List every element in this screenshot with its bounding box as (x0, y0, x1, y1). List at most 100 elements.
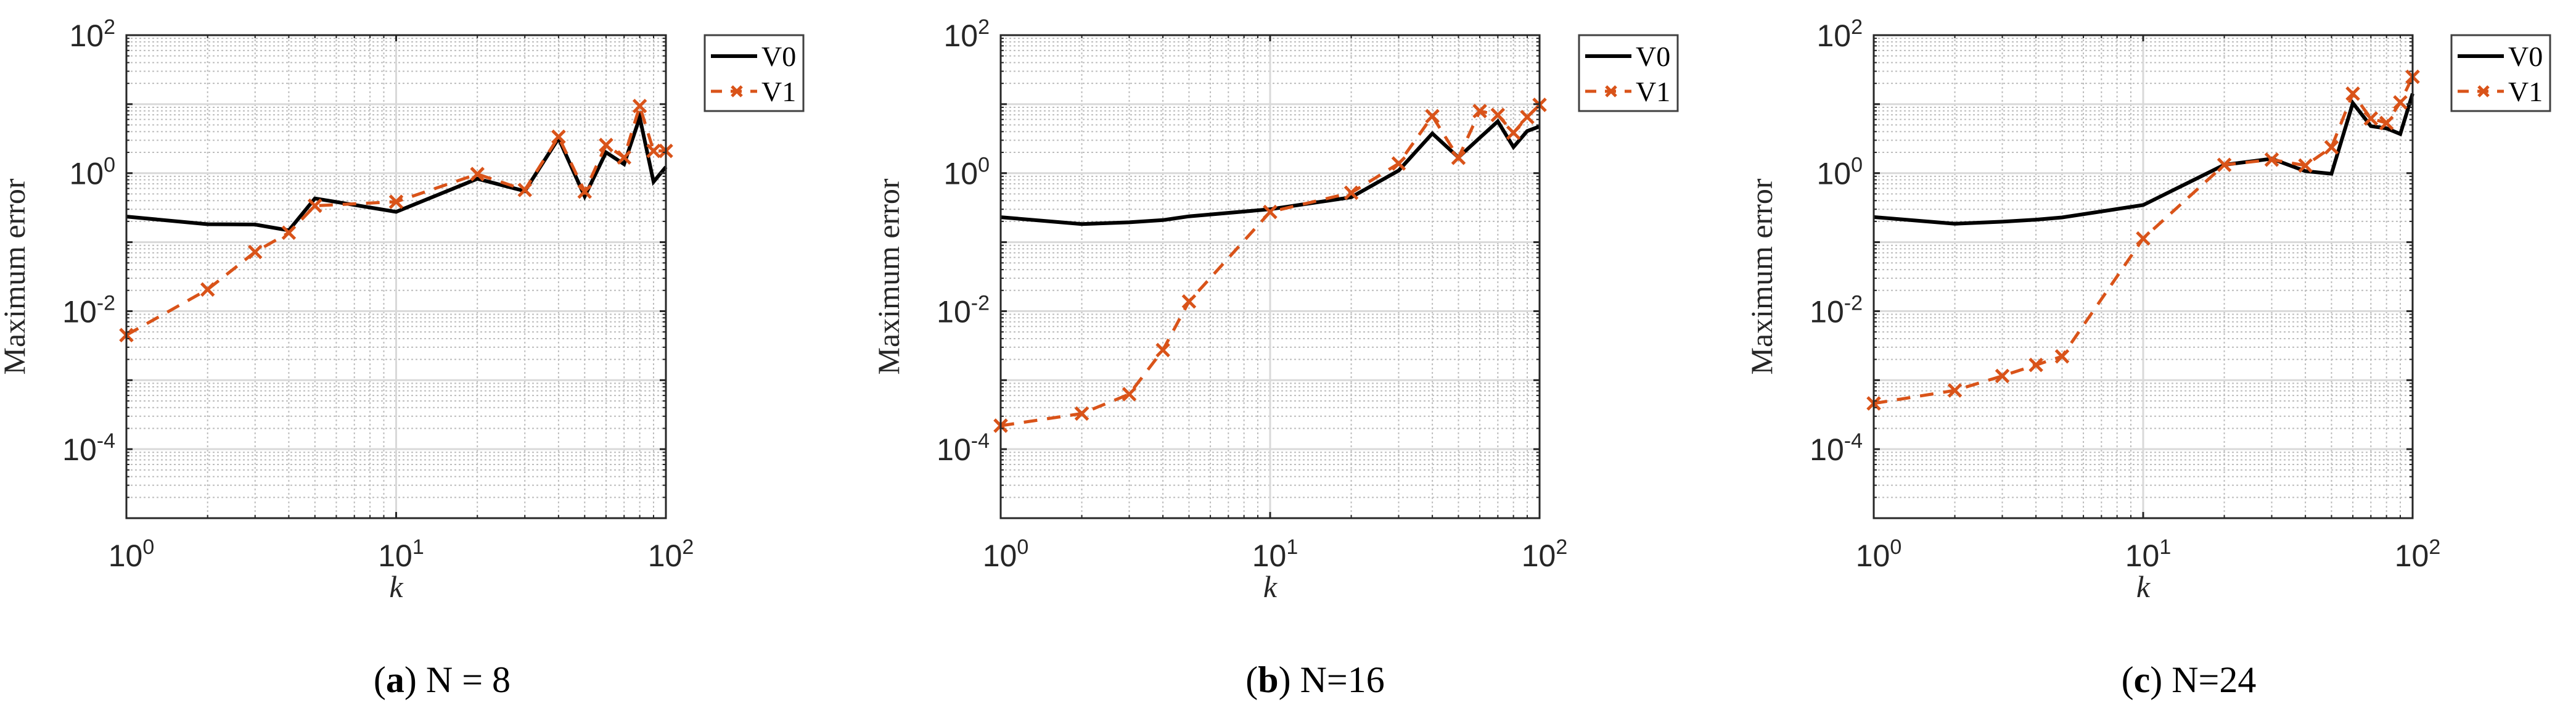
x-tick-labels: 100 101 102 (1856, 535, 2441, 573)
x-marker-icon (517, 183, 533, 197)
x-marker-icon (632, 99, 647, 114)
plot-area: 10-4 10-2 100 102 100 101 102 k Maximum error (1744, 15, 2440, 604)
axes (1873, 34, 2414, 519)
x-marker-icon (281, 225, 297, 241)
x-marker-icon (599, 138, 613, 152)
x-marker-icon (1181, 294, 1197, 309)
x-tick-label: 100 (109, 535, 155, 573)
y-axis-label: Maximum error (0, 178, 31, 374)
legend-item-v0: V0 (711, 41, 796, 72)
x-marker-icon (2379, 115, 2394, 131)
x-tick-labels: 100 101 102 (109, 535, 694, 573)
plot-area: 10-4 10-2 100 102 100 101 102 k Maximum error (871, 15, 1567, 604)
x-marker-icon (1263, 204, 1278, 220)
subfigure-caption: (a) N = 8 (374, 659, 511, 700)
y-tick-label: 10-2 (937, 291, 990, 329)
legend-item-v1: V1 (711, 76, 796, 107)
x-marker-icon (577, 184, 593, 199)
x-marker-icon (1343, 185, 1359, 200)
y-tick-label: 100 (943, 154, 990, 191)
subfigure-caption: (c) N=24 (2122, 659, 2257, 700)
x-marker-icon (2298, 158, 2313, 173)
x-marker-icon (2324, 140, 2339, 155)
x-axis-label: k (2136, 569, 2151, 604)
x-axis-label: k (1263, 569, 1278, 604)
x-marker-icon (2363, 111, 2379, 126)
x-tick-label: 101 (2125, 535, 2172, 573)
y-tick-label: 102 (943, 15, 990, 53)
legend-label: V1 (761, 76, 796, 107)
legend-item-v0: V0 (1585, 41, 1670, 72)
caption: (c) N=24 (2122, 659, 2257, 700)
x-tick-label: 100 (1856, 535, 1902, 573)
x-tick-label: 100 (983, 535, 1029, 573)
x-marker-icon (1995, 368, 2010, 384)
axes (999, 34, 1541, 519)
x-marker-icon (1490, 107, 1506, 123)
x-marker-icon (2054, 349, 2070, 364)
x-tick-label: 101 (378, 535, 424, 573)
legend-item-v0: V0 (2458, 41, 2543, 72)
x-marker-icon (1472, 104, 1487, 118)
x-marker-icon (1122, 387, 1137, 402)
x-marker-icon (2028, 357, 2043, 373)
y-tick-labels: 10-4 10-2 100 102 (1810, 15, 1863, 467)
y-tick-label: 10-4 (1810, 429, 1863, 467)
panel-b: 10-4 10-2 100 102 100 101 102 k Maximum error V0… (871, 15, 1679, 700)
x-tick-label: 102 (1522, 535, 1568, 573)
x-axis-label: k (389, 569, 403, 604)
y-tick-labels: 10-4 10-2 100 102 (937, 15, 990, 467)
subfigure-caption: (b) N=16 (1245, 659, 1385, 700)
x-tick-label: 102 (648, 535, 694, 573)
x-tick-labels: 100 101 102 (983, 535, 1568, 573)
x-marker-icon (2217, 157, 2232, 172)
caption: (a) N = 8 (374, 659, 511, 700)
x-tick-label: 102 (2395, 535, 2441, 573)
legend-label: V1 (1636, 76, 1670, 107)
x-marker-icon (617, 150, 631, 165)
y-axis-label: Maximum error (871, 178, 906, 374)
x-marker-icon (646, 143, 661, 159)
y-tick-label: 10-2 (1810, 291, 1863, 329)
x-marker-icon (1425, 109, 1440, 124)
y-axis-label: Maximum error (1744, 178, 1779, 374)
caption: (b) N=16 (1245, 659, 1385, 700)
x-marker-icon (2136, 231, 2151, 246)
legend-label: V0 (2508, 41, 2543, 72)
x-marker-icon (1155, 342, 1170, 358)
y-tick-labels: 10-4 10-2 100 102 (62, 15, 115, 467)
x-tick-label: 101 (1252, 535, 1298, 573)
x-marker-icon (308, 198, 322, 213)
x-marker-icon (200, 282, 215, 297)
legend-label: V0 (1636, 41, 1670, 72)
legend-label: V1 (2508, 76, 2543, 107)
y-tick-label: 10-4 (62, 429, 115, 467)
x-marker-icon (388, 194, 404, 209)
x-marker-icon (1506, 125, 1521, 140)
x-marker-icon (1520, 110, 1535, 125)
y-tick-label: 102 (1816, 15, 1863, 53)
legend-item-v1: V1 (1585, 76, 1670, 107)
y-tick-label: 10-2 (62, 291, 115, 329)
axes (125, 34, 667, 519)
y-tick-label: 100 (1816, 154, 1863, 191)
x-marker-icon (247, 244, 263, 260)
panel-c: 10-4 10-2 100 102 100 101 102 k Maximum error V0… (1744, 15, 2551, 700)
legend-label: V0 (761, 41, 796, 72)
x-marker-icon (2264, 152, 2279, 167)
y-tick-label: 10-4 (937, 429, 990, 467)
legend-item-v1: V1 (2458, 76, 2543, 107)
x-marker-icon (1947, 383, 1963, 398)
x-marker-icon (1391, 156, 1406, 171)
x-marker-icon (470, 167, 485, 181)
y-tick-label: 102 (69, 15, 115, 53)
x-marker-icon (1074, 406, 1089, 421)
panel-a: 10-4 10-2 100 102 100 101 102 k Maximum error V0… (0, 15, 805, 700)
plot-area: 10-4 10-2 100 102 100 101 102 k Maximum error (0, 15, 694, 604)
x-marker-icon (1451, 151, 1466, 165)
x-marker-icon (551, 129, 566, 144)
